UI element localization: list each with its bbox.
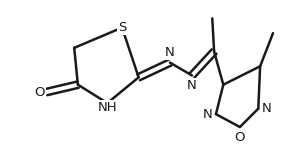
Text: N: N: [165, 46, 175, 59]
Text: N: N: [187, 79, 197, 92]
Text: S: S: [118, 21, 126, 34]
Text: N: N: [203, 108, 212, 121]
Text: O: O: [34, 86, 44, 98]
Text: NH: NH: [98, 101, 117, 114]
Text: O: O: [235, 131, 245, 144]
Text: N: N: [262, 102, 272, 115]
